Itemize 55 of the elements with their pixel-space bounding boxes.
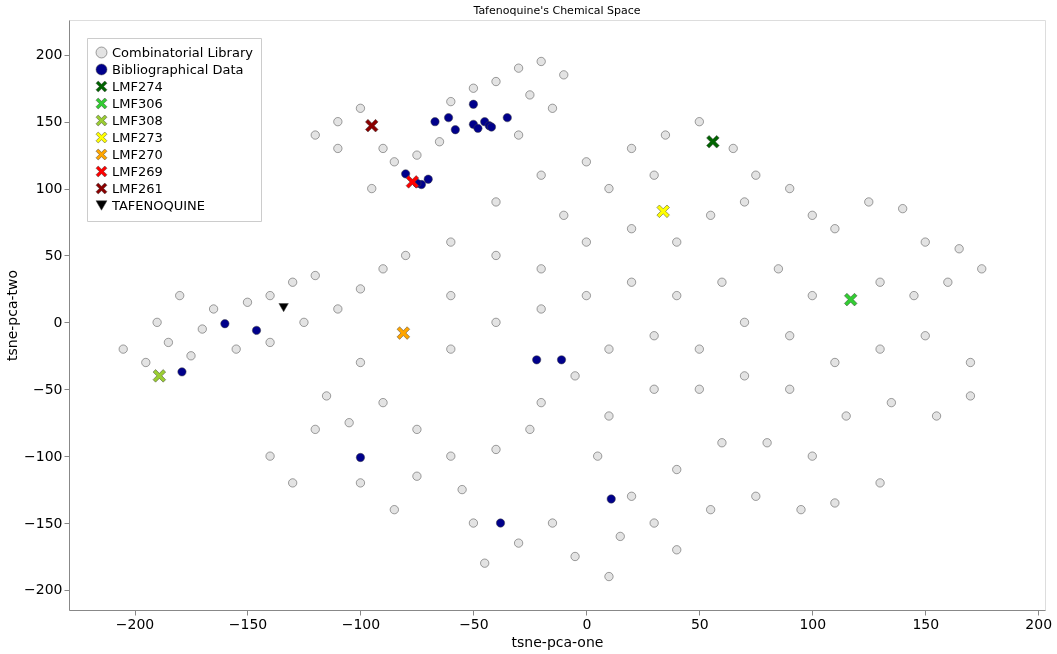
x-tick-label: −100	[341, 615, 381, 632]
legend-label: LMF273	[112, 129, 163, 145]
point	[252, 325, 261, 335]
x-tick-label: −200	[115, 615, 155, 632]
point	[401, 169, 411, 179]
legend-label: LMF308	[112, 112, 163, 128]
y-tick-label: 150	[35, 113, 63, 130]
legend-label: LMF261	[112, 180, 163, 196]
legend-label: LMF306	[112, 95, 163, 111]
y-tick-label: −150	[24, 514, 63, 531]
legend-label: Bibliographical Data	[112, 61, 244, 77]
point	[423, 174, 433, 184]
point	[844, 293, 858, 307]
point	[405, 175, 419, 189]
y-tick-label: −50	[32, 380, 63, 397]
point	[365, 119, 379, 133]
point	[656, 204, 670, 218]
chart-title: Tafenoquine's Chemical Space	[472, 4, 641, 17]
point	[473, 123, 483, 133]
y-tick-label: 200	[35, 46, 63, 63]
x-axis-title: tsne-pca-one	[511, 633, 604, 650]
point	[356, 453, 365, 462]
point	[278, 303, 289, 312]
y-tick-label: 100	[35, 180, 63, 197]
x-tick-label: 0	[582, 615, 592, 632]
legend-label: Combinatorial Library	[112, 44, 254, 60]
point	[152, 369, 166, 383]
point	[177, 367, 187, 377]
point	[496, 518, 505, 528]
point	[444, 113, 453, 123]
x-tick-label: 100	[799, 615, 827, 632]
x-tick-label: 200	[1025, 615, 1053, 632]
point	[396, 326, 410, 340]
y-tick-label: −100	[24, 447, 63, 464]
y-tick-label: −200	[24, 581, 63, 598]
y-axis-title: tsne-pca-two	[4, 269, 21, 362]
point	[502, 113, 512, 123]
x-tick-label: −50	[459, 615, 489, 632]
point	[606, 494, 616, 504]
x-tick-label: 150	[912, 615, 940, 632]
legend-label: LMF274	[112, 78, 163, 94]
legend-label: LMF269	[112, 163, 163, 179]
legend-label: TAFENOQUINE	[111, 197, 205, 213]
point	[706, 135, 720, 149]
point	[468, 99, 478, 109]
point	[220, 319, 230, 329]
point	[557, 355, 566, 365]
point	[532, 355, 542, 365]
y-tick-label: 50	[44, 246, 63, 263]
point	[450, 125, 460, 135]
x-tick-label: 50	[690, 615, 709, 632]
y-tick-label: 0	[53, 313, 63, 330]
point	[430, 117, 440, 127]
x-tick-label: −150	[228, 615, 268, 632]
legend-label: LMF270	[112, 146, 163, 162]
